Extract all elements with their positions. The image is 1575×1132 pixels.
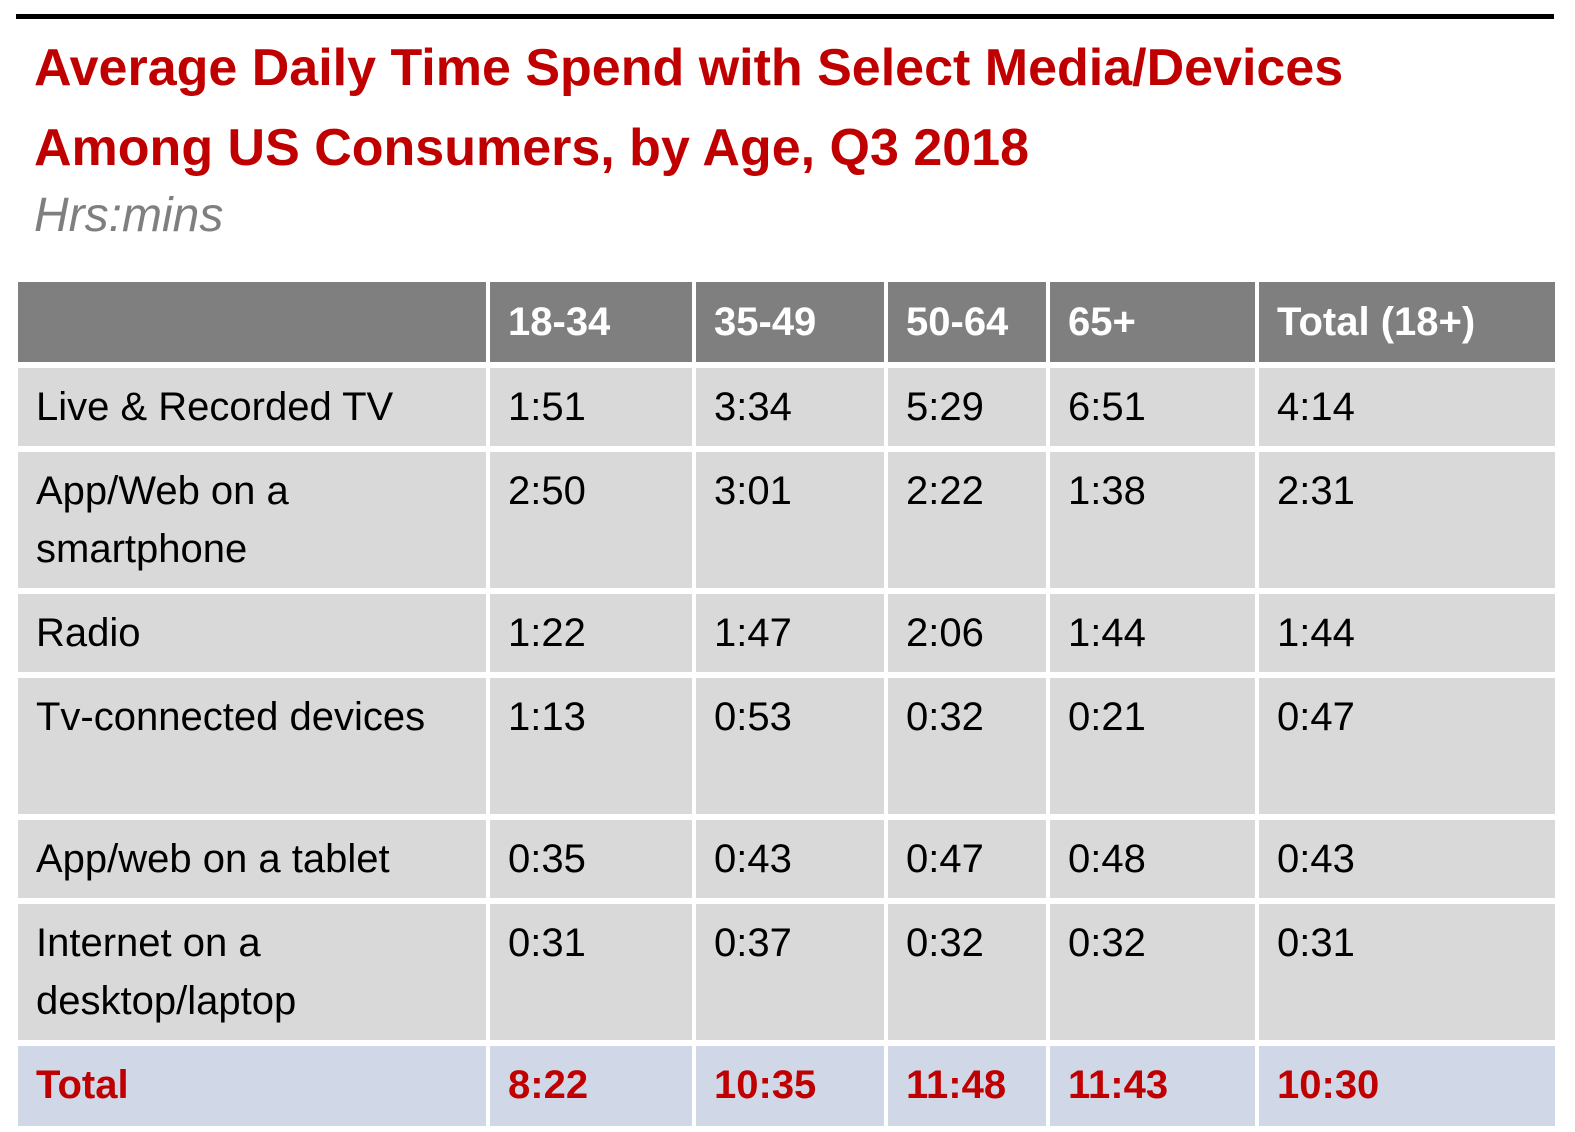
total-cell: 8:22	[490, 1046, 692, 1126]
top-rule	[16, 14, 1554, 19]
header-cell-65-plus: 65+	[1050, 282, 1255, 362]
table-cell: 0:32	[888, 904, 1046, 1040]
table-cell: 6:51	[1050, 368, 1255, 446]
table-cell: 0:47	[888, 820, 1046, 898]
table-cell: 1:51	[490, 368, 692, 446]
total-cell: 11:43	[1050, 1046, 1255, 1126]
header-cell-35-49: 35-49	[696, 282, 884, 362]
table-cell: 3:01	[696, 452, 884, 588]
table-cell: 1:22	[490, 594, 692, 672]
table-cell: 1:47	[696, 594, 884, 672]
chart-title: Average Daily Time Spend with Select Med…	[34, 39, 1344, 177]
table-cell: 0:48	[1050, 820, 1255, 898]
table-cell: 0:43	[1259, 820, 1555, 898]
header-cell-corner	[18, 282, 486, 362]
row-label: Internet on a desktop/laptop	[18, 904, 486, 1040]
table-cell: 4:14	[1259, 368, 1555, 446]
header-cell-total: Total (18+)	[1259, 282, 1555, 362]
table-cell: 1:44	[1259, 594, 1555, 672]
table-cell: 0:37	[696, 904, 884, 1040]
header-cell-18-34: 18-34	[490, 282, 692, 362]
table-cell: 2:06	[888, 594, 1046, 672]
table-row: Live & Recorded TV 1:51 3:34 5:29 6:51 4…	[18, 368, 1555, 446]
table-row: Tv-connected devices 1:13 0:53 0:32 0:21…	[18, 678, 1555, 814]
table-cell: 5:29	[888, 368, 1046, 446]
total-cell: 11:48	[888, 1046, 1046, 1126]
table-cell: 0:53	[696, 678, 884, 814]
table-cell: 0:32	[1050, 904, 1255, 1040]
table-cell: 1:44	[1050, 594, 1255, 672]
table-cell: 0:21	[1050, 678, 1255, 814]
table-row: App/web on a tablet 0:35 0:43 0:47 0:48 …	[18, 820, 1555, 898]
table-cell: 3:34	[696, 368, 884, 446]
row-label: Tv-connected devices	[18, 678, 486, 814]
table-cell: 0:31	[1259, 904, 1555, 1040]
data-table: 18-34 35-49 50-64 65+ Total (18+) Live &…	[14, 276, 1559, 1132]
table-row: Internet on a desktop/laptop 0:31 0:37 0…	[18, 904, 1555, 1040]
total-label: Total	[18, 1046, 486, 1126]
total-cell: 10:35	[696, 1046, 884, 1126]
table-cell: 0:32	[888, 678, 1046, 814]
table-row: Radio 1:22 1:47 2:06 1:44 1:44	[18, 594, 1555, 672]
total-cell: 10:30	[1259, 1046, 1555, 1126]
table-cell: 2:50	[490, 452, 692, 588]
table-cell: 0:47	[1259, 678, 1555, 814]
header-cell-50-64: 50-64	[888, 282, 1046, 362]
table-cell: 2:31	[1259, 452, 1555, 588]
row-label: App/Web on a smartphone	[18, 452, 486, 588]
chart-subtitle: Hrs:mins	[34, 189, 224, 242]
row-label: Live & Recorded TV	[18, 368, 486, 446]
table-cell: 0:31	[490, 904, 692, 1040]
table-cell: 2:22	[888, 452, 1046, 588]
row-label: Radio	[18, 594, 486, 672]
table-cell: 0:43	[696, 820, 884, 898]
table-row: App/Web on a smartphone 2:50 3:01 2:22 1…	[18, 452, 1555, 588]
header-row: 18-34 35-49 50-64 65+ Total (18+)	[18, 282, 1555, 362]
table-cell: 1:38	[1050, 452, 1255, 588]
row-label: App/web on a tablet	[18, 820, 486, 898]
total-row: Total 8:22 10:35 11:48 11:43 10:30	[18, 1046, 1555, 1126]
table-cell: 0:35	[490, 820, 692, 898]
table-cell: 1:13	[490, 678, 692, 814]
